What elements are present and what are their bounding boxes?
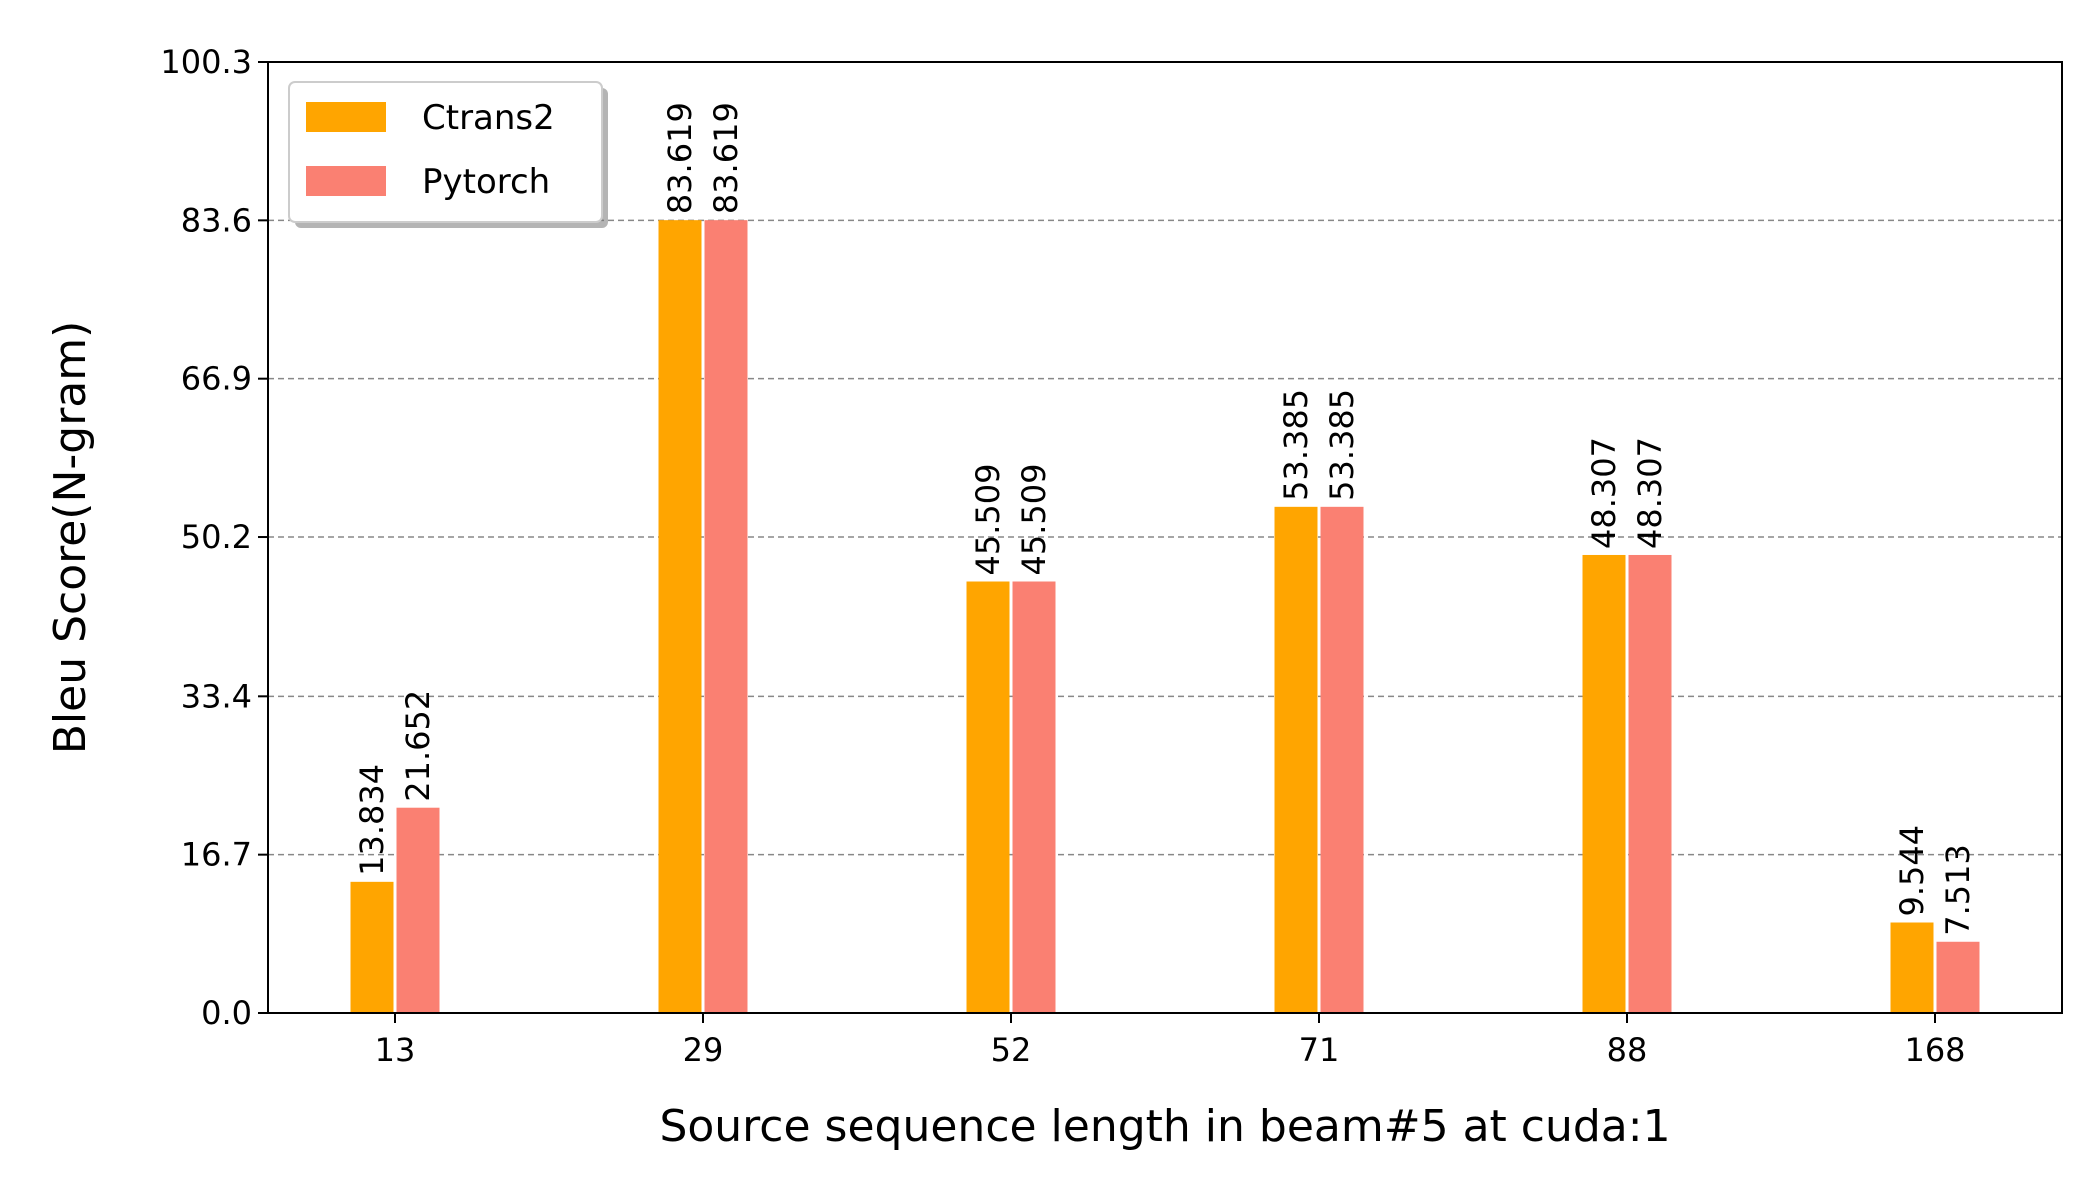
legend-swatch-ctrans2 (306, 102, 386, 132)
bars (350, 220, 1980, 1014)
x-tick-label: 29 (683, 1031, 724, 1069)
data-label: 53.385 (1323, 389, 1361, 501)
bar-pytorch (1320, 506, 1364, 1013)
bar-pytorch (704, 220, 748, 1014)
x-tick-label: 88 (1607, 1031, 1648, 1069)
data-label: 45.509 (969, 464, 1007, 576)
y-axis-ticks: 0.0 16.7 33.4 50.2 66.9 83.6 100.3 (160, 43, 268, 1032)
bar-ctrans2 (966, 581, 1010, 1013)
data-label: 9.544 (1893, 825, 1931, 917)
data-label: 83.619 (661, 102, 699, 214)
x-tick-label: 52 (991, 1031, 1032, 1069)
legend: Ctrans2 Pytorch (288, 81, 608, 228)
data-label: 21.652 (399, 690, 437, 802)
x-tick-label: 71 (1299, 1031, 1340, 1069)
bar-pytorch (396, 807, 440, 1013)
bar-pytorch (1012, 581, 1056, 1013)
y-tick-label: 66.9 (181, 360, 252, 398)
bar-pytorch (1628, 554, 1672, 1013)
x-tick-label: 13 (375, 1031, 416, 1069)
y-tick-label: 16.7 (181, 836, 252, 874)
bar-ctrans2 (658, 220, 702, 1014)
data-label: 7.513 (1939, 844, 1977, 936)
legend-label-ctrans2: Ctrans2 (422, 98, 555, 138)
legend-swatch-pytorch (306, 166, 386, 196)
x-axis-title: Source sequence length in beam#5 at cuda… (659, 1101, 1670, 1152)
data-label: 13.834 (353, 764, 391, 876)
data-label: 53.385 (1277, 389, 1315, 501)
data-label: 48.307 (1631, 437, 1669, 549)
y-tick-label: 83.6 (181, 201, 252, 239)
bar-ctrans2 (350, 881, 394, 1013)
y-tick-label: 0.0 (201, 994, 252, 1032)
x-axis-ticks: 13 29 52 71 88 168 (375, 1013, 1966, 1069)
y-tick-label: 50.2 (181, 518, 252, 556)
x-tick-label: 168 (1904, 1031, 1965, 1069)
legend-label-pytorch: Pytorch (422, 162, 550, 202)
data-label: 48.307 (1585, 437, 1623, 549)
y-tick-label: 33.4 (181, 677, 252, 715)
grid-lines (268, 219, 2062, 856)
bar-pytorch (1936, 941, 1980, 1013)
bar-ctrans2 (1890, 922, 1934, 1013)
y-axis-title: Bleu Score(N-gram) (45, 321, 96, 755)
data-label: 83.619 (707, 102, 745, 214)
data-label: 45.509 (1015, 464, 1053, 576)
bar-ctrans2 (1582, 554, 1626, 1013)
bar-ctrans2 (1274, 506, 1318, 1013)
y-tick-label: 100.3 (160, 43, 252, 81)
